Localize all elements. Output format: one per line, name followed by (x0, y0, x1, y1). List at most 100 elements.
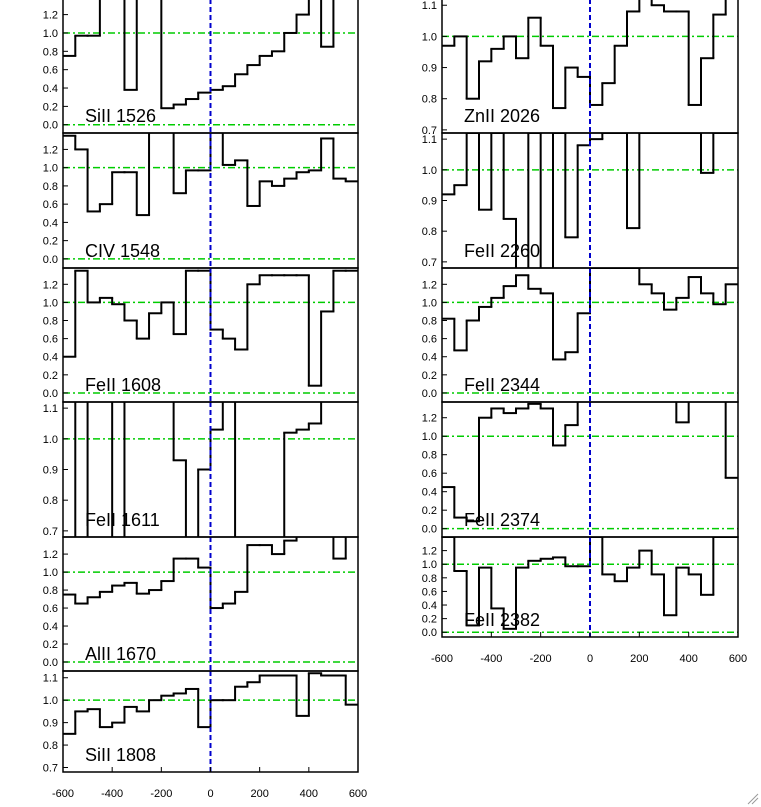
x-tick-label: -600 (52, 788, 74, 800)
line-label: FeII 1608 (85, 375, 161, 395)
y-tick-label: 0.0 (43, 388, 58, 400)
y-tick-label: 0.9 (43, 465, 58, 477)
x-tick-label: -400 (101, 788, 123, 800)
x-tick-label: -200 (150, 788, 172, 800)
y-tick-label: 0.8 (422, 94, 437, 106)
y-tick-label: 0.8 (43, 495, 58, 507)
y-tick-label: 1.2 (422, 546, 437, 558)
line-label: FeII 2382 (464, 610, 540, 630)
y-tick-label: 0.6 (422, 586, 437, 598)
y-tick-label: 0.4 (422, 600, 437, 612)
y-tick-label: 0.2 (43, 236, 58, 248)
y-tick-label: 0.4 (43, 621, 58, 633)
x-tick-label: 400 (679, 653, 697, 665)
y-tick-label: 0.0 (422, 627, 437, 639)
panel (442, 0, 738, 133)
x-tick-label: 600 (729, 653, 747, 665)
y-tick-label: 0.4 (43, 217, 58, 229)
y-tick-label: 0.2 (43, 639, 58, 651)
y-tick-label: 0.4 (422, 487, 437, 499)
y-tick-label: 1.0 (43, 567, 58, 579)
y-tick-label: 1.0 (422, 431, 437, 443)
line-label: SiII 1526 (85, 106, 156, 126)
line-label: FeII 2374 (464, 510, 540, 530)
y-tick-label: 1.0 (43, 695, 58, 707)
y-tick-label: 1.0 (43, 28, 58, 40)
y-tick-label: 0.4 (422, 352, 437, 364)
x-tick-label: 400 (300, 788, 318, 800)
y-tick-label: 0.0 (422, 388, 437, 400)
y-tick-label: 0.9 (422, 196, 437, 208)
y-tick-label: 1.2 (43, 549, 58, 561)
panel (63, 268, 358, 402)
y-tick-label: 0.2 (43, 370, 58, 382)
y-tick-label: 1.2 (422, 279, 437, 291)
y-tick-label: 0.2 (43, 101, 58, 113)
y-tick-label: 1.1 (43, 403, 58, 415)
y-tick-label: 1.2 (43, 144, 58, 156)
y-tick-label: 0.2 (422, 370, 437, 382)
x-tick-label: 600 (349, 788, 367, 800)
y-tick-label: 1.1 (422, 0, 437, 12)
line-label: FeII 2344 (464, 375, 540, 395)
y-tick-label: 0.2 (422, 505, 437, 517)
y-tick-label: 1.0 (422, 165, 437, 177)
resize-grip (747, 793, 759, 805)
y-tick-label: 0.7 (43, 763, 58, 775)
y-tick-label: 0.8 (43, 585, 58, 597)
panel (442, 402, 738, 537)
y-tick-label: 0.6 (43, 65, 58, 77)
line-label: FeII 2260 (464, 241, 540, 261)
y-tick-label: 1.1 (422, 134, 437, 146)
x-tick-label: 200 (630, 653, 648, 665)
y-tick-label: 0.6 (43, 199, 58, 211)
panel (442, 133, 738, 268)
y-tick-label: 0.2 (422, 614, 437, 626)
y-tick-label: 0.8 (43, 46, 58, 58)
panel (442, 268, 738, 402)
x-tick-label: -600 (431, 653, 453, 665)
y-tick-label: 0.8 (43, 316, 58, 328)
y-tick-label: 0.8 (43, 740, 58, 752)
y-tick-label: 0.4 (43, 83, 58, 95)
y-tick-label: 0.6 (422, 334, 437, 346)
y-tick-label: 0.8 (422, 450, 437, 462)
y-tick-label: 0.0 (43, 120, 58, 132)
y-tick-label: 0.8 (422, 573, 437, 585)
y-tick-label: 1.0 (422, 559, 437, 571)
y-tick-label: 0.0 (422, 524, 437, 536)
y-tick-label: 0.9 (422, 63, 437, 75)
line-label: AlII 1670 (85, 644, 156, 664)
panel (63, 402, 358, 537)
y-tick-label: 0.8 (422, 226, 437, 238)
y-tick-label: 1.0 (43, 163, 58, 175)
x-tick-label: -200 (530, 653, 552, 665)
y-tick-label: 1.2 (43, 279, 58, 291)
line-label: FeII 1611 (85, 510, 160, 530)
y-tick-label: 0.8 (43, 181, 58, 193)
y-tick-label: 1.0 (422, 297, 437, 309)
y-tick-label: 1.0 (422, 31, 437, 43)
y-tick-label: 0.0 (43, 657, 58, 669)
y-tick-label: 1.2 (422, 413, 437, 425)
y-tick-label: 1.1 (43, 673, 58, 685)
x-tick-label: 0 (587, 653, 593, 665)
x-tick-label: 200 (250, 788, 268, 800)
panel (63, 133, 358, 268)
y-tick-label: 1.0 (43, 434, 58, 446)
x-tick-label: 0 (207, 788, 213, 800)
panel (63, 537, 358, 671)
y-tick-label: 1.2 (43, 10, 58, 22)
y-tick-label: 0.4 (43, 352, 58, 364)
x-tick-label: -400 (480, 653, 502, 665)
y-tick-label: 0.8 (422, 316, 437, 328)
y-tick-label: 1.0 (43, 297, 58, 309)
y-tick-label: 0.9 (43, 718, 58, 730)
y-tick-label: 0.7 (43, 526, 58, 538)
panel (63, 0, 358, 133)
panel (63, 671, 358, 772)
y-tick-label: 0.6 (422, 468, 437, 480)
line-label: SiII 1808 (85, 745, 156, 765)
